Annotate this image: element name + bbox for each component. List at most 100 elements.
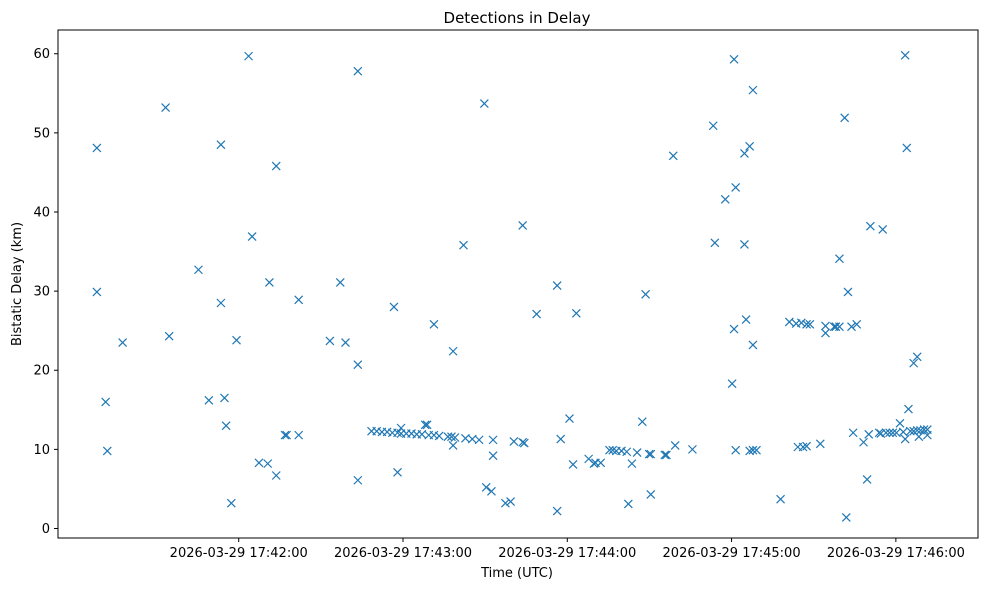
data-point [459,240,468,250]
data-point [247,232,257,241]
data-point [434,431,444,441]
data-point [729,324,739,334]
data-point [194,265,203,275]
data-point [294,295,304,305]
data-point [447,432,456,442]
data-point [102,446,112,456]
data-point [731,183,741,192]
data-point [815,439,825,449]
data-point [282,430,292,440]
data-point [841,513,851,522]
data-point [565,414,574,423]
x-tick-label: 2026-03-29 17:43:00 [334,546,472,561]
data-point [660,450,670,460]
y-tick-label: 10 [33,443,50,458]
chart-title: Detections in Delay [444,9,591,27]
data-point [840,113,850,123]
data-point [448,440,458,450]
data-point [271,471,281,480]
data-point [118,338,128,347]
data-point [518,221,528,230]
data-point [740,240,749,249]
data-point [835,322,844,332]
data-point [325,336,335,346]
data-point [821,321,830,331]
data-point [848,428,858,438]
data-point [552,506,562,516]
data-point [429,319,439,329]
y-axis: 0 10 20 30 40 50 60 [33,47,58,537]
data-point [335,277,345,287]
data-point [488,451,498,461]
data-points [92,50,932,522]
data-point [92,287,102,297]
data-point [518,437,528,447]
data-point [353,475,363,485]
data-point [922,430,932,440]
data-point [271,161,281,171]
data-point [571,308,581,318]
data-point [748,340,758,350]
data-point [821,328,830,338]
data-point [904,404,913,414]
data-point [805,319,815,329]
data-point [646,490,656,499]
data-point [748,445,758,455]
data-point [637,417,647,427]
data-point [731,445,741,455]
data-point [741,315,751,325]
data-point [752,445,761,455]
data-point [280,430,290,440]
data-point [422,420,432,430]
data-point [474,435,484,445]
data-point [831,322,841,332]
data-point [294,430,304,440]
data-point [216,298,226,308]
data-point [802,319,812,329]
data-point [852,319,862,329]
data-point [710,238,720,248]
data-point [720,194,730,204]
data-point [878,224,888,234]
data-point [596,458,606,468]
data-point [500,498,510,508]
data-point [912,352,922,362]
data-point [644,449,654,459]
data-point [898,427,908,437]
data-point [670,440,680,450]
data-point [92,143,102,153]
data-point [729,54,739,64]
data-point [888,428,898,438]
data-point [798,442,808,452]
data-point [864,429,874,439]
data-point [254,458,264,468]
data-point [865,221,875,231]
data-point [481,482,491,492]
data-point [479,99,489,109]
data-point [900,434,910,444]
data-point [532,309,542,319]
data-point [393,467,402,477]
data-point [740,149,749,158]
x-tick-label: 2026-03-29 17:46:00 [827,546,965,561]
data-point [874,428,884,438]
data-point [161,103,171,112]
data-point [843,287,853,297]
data-point [862,475,872,484]
data-point [632,448,642,457]
x-axis-label: Time (UTC) [480,566,553,581]
data-point [264,277,274,287]
y-tick-label: 0 [42,522,50,537]
data-point [847,322,856,332]
y-tick-label: 50 [33,126,50,141]
data-point [220,393,229,403]
data-point [745,141,755,151]
data-point [221,421,231,431]
data-point [727,379,737,389]
data-point [796,318,806,328]
data-point [519,438,529,448]
data-point [506,497,516,507]
data-point [859,437,868,447]
data-point [646,449,656,459]
